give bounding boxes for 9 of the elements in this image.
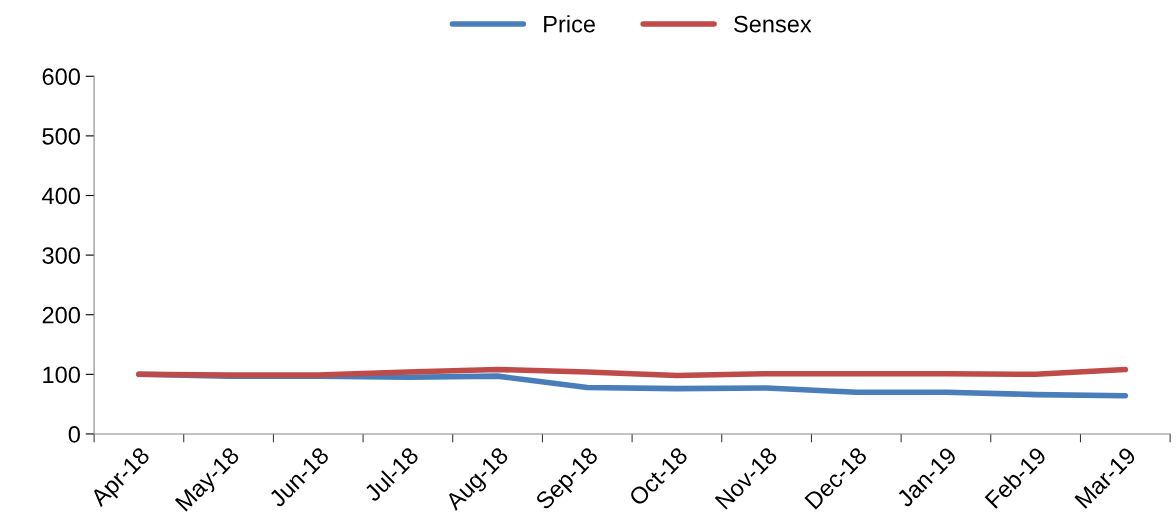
legend-label: Sensex [734, 15, 812, 33]
y-tick-label: 600 [42, 68, 80, 86]
y-tick-label: 400 [42, 187, 80, 205]
legend-label: Price [544, 15, 595, 33]
y-tick-label: 0 [68, 426, 80, 443]
y-tick-label: 200 [42, 306, 80, 324]
y-tick-label: 500 [42, 127, 80, 145]
y-tick-label: 300 [42, 247, 80, 264]
y-tick-label: 100 [43, 366, 80, 384]
